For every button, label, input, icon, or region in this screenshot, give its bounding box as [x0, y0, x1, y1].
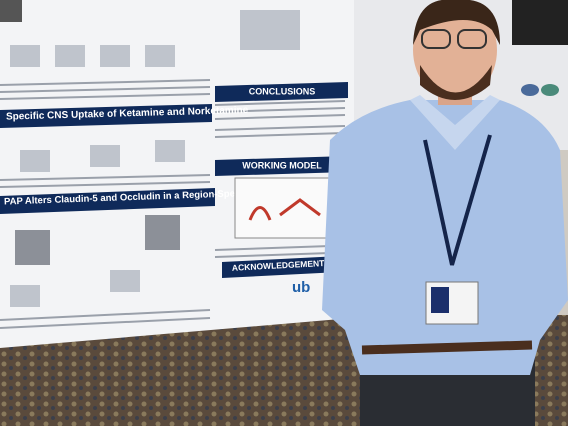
chart-thumbnails: [0, 0, 300, 307]
body-text-lines: [0, 79, 346, 329]
section-header: [215, 156, 348, 176]
section-title: WORKING MODEL: [242, 160, 322, 170]
model-shapes: [248, 198, 321, 221]
logo: ub: [292, 279, 310, 296]
banner: [0, 104, 212, 128]
person: [322, 0, 568, 426]
section-header: [215, 82, 348, 102]
working-model-diagram: [234, 177, 331, 239]
section-title: CONCLUSIONS: [249, 86, 316, 96]
image-panel: [512, 0, 568, 45]
ovals: [521, 84, 559, 96]
banner: [0, 188, 215, 214]
section-header: [222, 256, 340, 278]
